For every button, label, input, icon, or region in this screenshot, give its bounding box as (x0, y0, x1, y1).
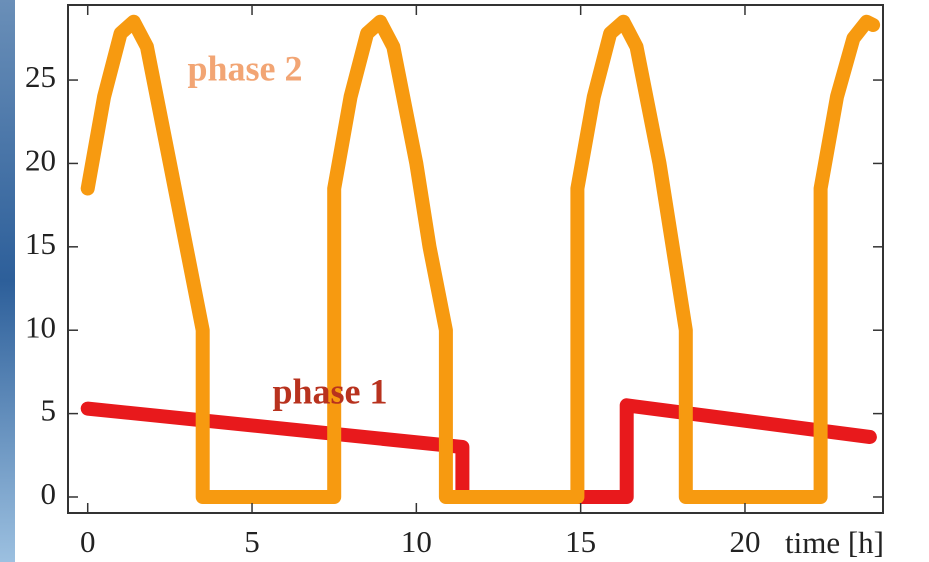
y-tick-label: 5 (41, 393, 57, 428)
y-tick-label: 0 (41, 476, 57, 511)
chart: time [h] 0 5 10 15 20 0 5 10 15 20 25 phase 2 phase … (0, 0, 929, 562)
annotation: phase 2 (187, 48, 302, 88)
x-tick-label: 0 (80, 524, 96, 559)
x-tick-label: 20 (729, 524, 760, 559)
annotation: phase 1 (272, 371, 387, 411)
y-tick-label: 25 (25, 59, 56, 94)
plot-area (88, 22, 873, 497)
y-tick-label: 20 (25, 143, 56, 178)
background-strip (0, 0, 15, 562)
x-axis-label: time [h] (785, 525, 884, 560)
x-tick-label: 10 (401, 524, 432, 559)
x-tick-label: 15 (565, 524, 596, 559)
y-tick-label: 15 (25, 226, 56, 261)
x-tick-label: 5 (244, 524, 260, 559)
y-tick-label: 10 (25, 309, 56, 344)
